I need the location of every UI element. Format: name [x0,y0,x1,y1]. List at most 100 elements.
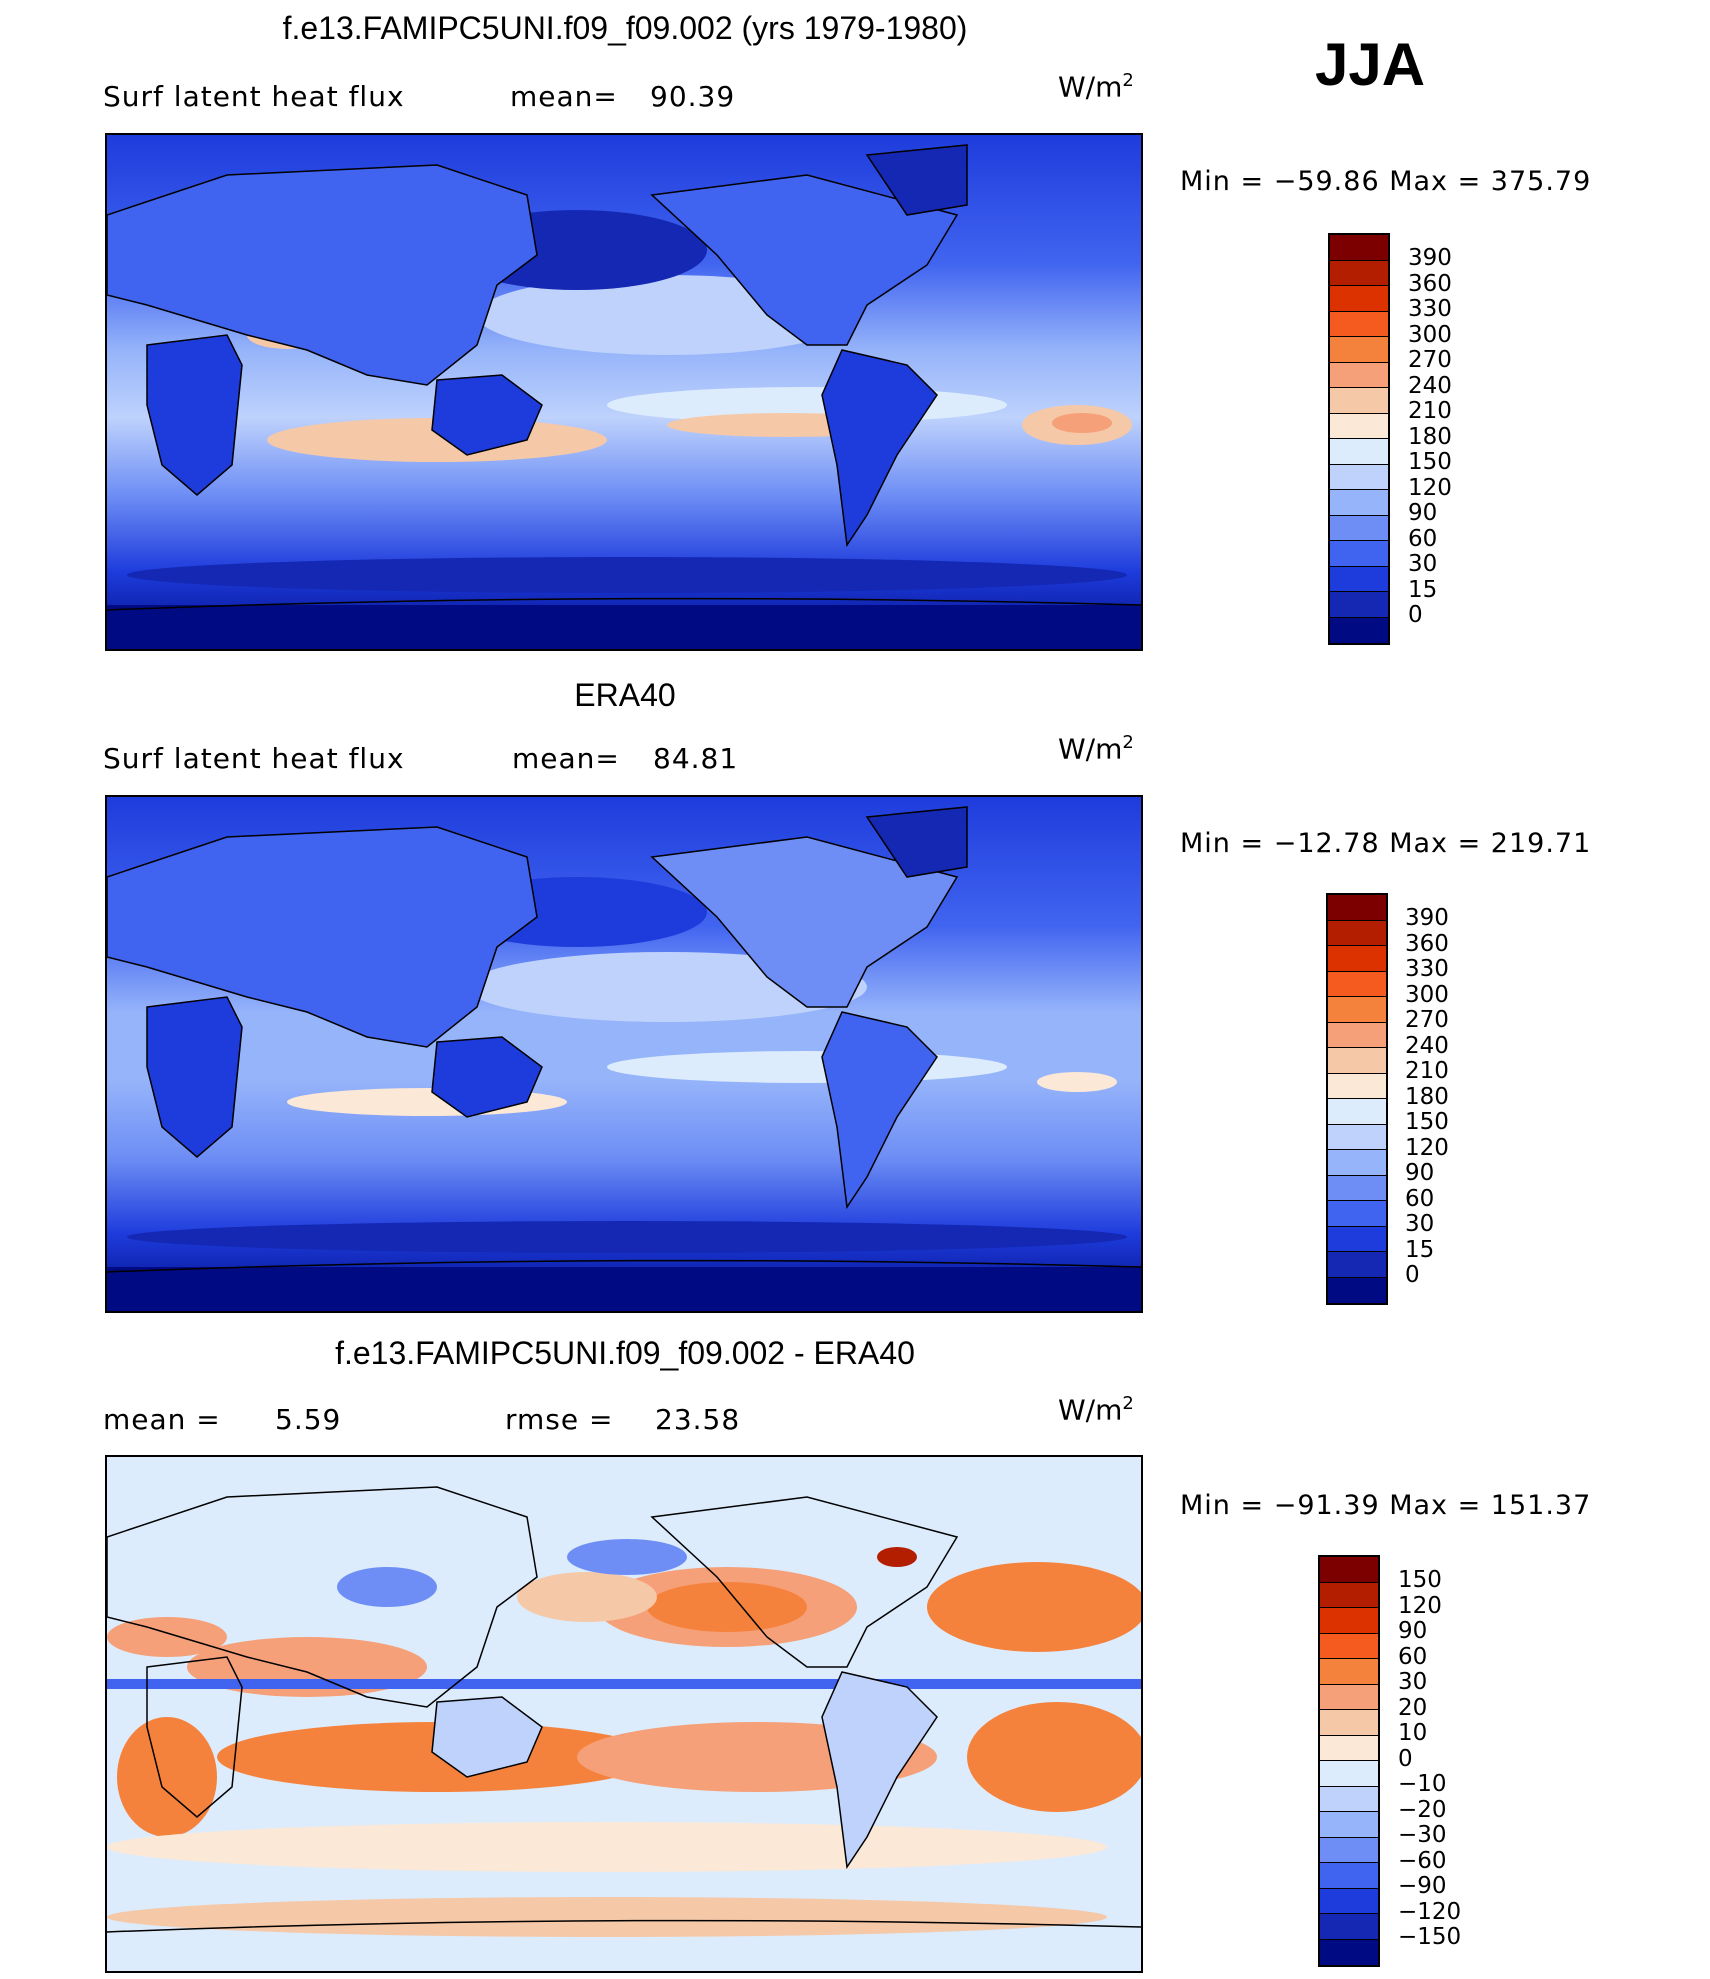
colorbar-tick-label: 210 [1405,1058,1449,1084]
colorbar-swatch [1330,439,1388,465]
colorbar-tick-label: 360 [1405,930,1449,957]
colorbar-swatch [1330,490,1388,516]
colorbar-swatch [1320,1837,1378,1863]
panel3-north-america [650,1496,959,1668]
colorbar-tick-label: 330 [1408,296,1452,322]
colorbar-swatch [1330,515,1388,541]
colorbar-swatch [1320,1888,1378,1914]
panel1-minmax: Min = −59.86 Max = 375.79 [1180,166,1592,197]
colorbar-tick-label: 150 [1405,1109,1449,1135]
season-label: JJA [1315,31,1426,98]
colorbar-swatch [1330,566,1388,592]
panel3-units: W/m2 [1058,1393,1134,1427]
colorbar-swatch [1328,971,1386,997]
colorbar-swatch [1330,311,1388,337]
panel1-colorbar [1328,233,1390,645]
colorbar-swatch [1328,895,1386,921]
panel1-africa [146,334,243,496]
colorbar-swatch [1328,1073,1386,1099]
colorbar-swatch [1330,286,1388,312]
colorbar-tick-label: 120 [1408,474,1452,501]
panel2-south-america [821,1011,938,1210]
colorbar-swatch [1330,235,1388,261]
panel1-australia [431,374,543,456]
panel3-title: f.e13.FAMIPC5UNI.f09_f09.002 - ERA40 [335,1335,915,1371]
colorbar-tick-label: 90 [1405,1160,1435,1186]
colorbar-swatch [1320,1608,1378,1634]
colorbar-swatch [1328,1099,1386,1125]
colorbar-swatch [1328,1252,1386,1278]
colorbar-tick-label: 90 [1408,500,1438,526]
colorbar-tick-label: 240 [1405,1032,1449,1059]
panel3-colorbar [1318,1555,1380,1967]
colorbar-tick-label: 390 [1405,905,1449,931]
panel2-australia [431,1036,543,1118]
colorbar-tick-label: −20 [1398,1796,1447,1823]
panel3-mean-value: 5.59 [275,1403,342,1436]
colorbar-swatch [1328,1150,1386,1176]
panel3-map [105,1455,1143,1973]
panel2-colorbar [1326,893,1388,1305]
colorbar-tick-label: 360 [1408,270,1452,297]
panel2-title: ERA40 [574,677,676,713]
colorbar-swatch [1330,592,1388,618]
colorbar-tick-label: 60 [1405,1185,1435,1212]
colorbar-swatch [1328,997,1386,1023]
panel2-units: W/m2 [1058,732,1134,766]
colorbar-tick-label: 60 [1408,525,1438,552]
colorbar-tick-label: 150 [1408,449,1452,475]
colorbar-tick-label: 150 [1398,1567,1442,1593]
panel2-variable-label: Surf latent heat flux [103,742,405,775]
colorbar-swatch [1330,388,1388,414]
panel3-mean-label: mean = [103,1403,221,1436]
colorbar-tick-label: 90 [1398,1618,1428,1644]
panel2-eurasia [107,826,538,1048]
colorbar-tick-label: 270 [1408,347,1452,373]
colorbar-tick-label: 300 [1405,981,1449,1008]
panel3-io-band [217,1722,657,1792]
colorbar-tick-label: 270 [1405,1007,1449,1033]
panel2-mean-value: 84.81 [653,742,739,775]
colorbar-tick-label: 15 [1408,576,1438,603]
colorbar-tick-label: 210 [1408,398,1452,424]
panel3-rmse-label: rmse = [505,1403,614,1436]
colorbar-tick-label: 180 [1408,423,1452,450]
colorbar-swatch [1330,464,1388,490]
colorbar-swatch [1328,1022,1386,1048]
colorbar-swatch [1328,1124,1386,1150]
colorbar-tick-label: 240 [1408,372,1452,399]
colorbar-tick-label: −120 [1398,1898,1462,1925]
colorbar-swatch [1320,1633,1378,1659]
colorbar-swatch [1320,1914,1378,1940]
panel1-variable-label: Surf latent heat flux [103,80,405,113]
colorbar-tick-label: 15 [1405,1236,1435,1263]
panel3-minmax: Min = −91.39 Max = 151.37 [1180,1490,1592,1521]
panel3-diff-field [107,1457,1141,1971]
colorbar-tick-label: 10 [1398,1720,1428,1746]
panel1-title: f.e13.FAMIPC5UNI.f09_f09.002 (yrs 1979-1… [282,10,968,46]
colorbar-tick-label: 120 [1405,1134,1449,1161]
colorbar-tick-label: 180 [1405,1083,1449,1110]
colorbar-tick-label: −150 [1398,1924,1462,1950]
colorbar-swatch [1320,1710,1378,1736]
panel2-map [105,795,1143,1313]
panel2-minmax: Min = −12.78 Max = 219.71 [1180,828,1592,859]
panel1-mean-label: mean= [510,80,618,113]
colorbar-tick-label: 30 [1408,551,1438,577]
panel1-units: W/m2 [1058,70,1134,104]
colorbar-swatch [1320,1557,1378,1583]
colorbar-tick-label: 390 [1408,245,1452,271]
panel2-africa [146,996,243,1158]
panel1-north-america [650,174,959,346]
colorbar-swatch [1328,920,1386,946]
colorbar-swatch [1320,1761,1378,1787]
colorbar-swatch [1330,260,1388,286]
colorbar-swatch [1330,617,1388,643]
colorbar-swatch [1328,1048,1386,1074]
panel3-south-america [821,1671,938,1870]
colorbar-tick-label: −10 [1398,1771,1447,1797]
colorbar-tick-label: 0 [1398,1745,1413,1772]
colorbar-swatch [1330,337,1388,363]
colorbar-tick-label: 120 [1398,1592,1442,1619]
colorbar-swatch [1330,413,1388,439]
